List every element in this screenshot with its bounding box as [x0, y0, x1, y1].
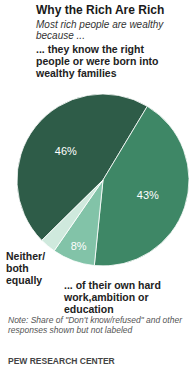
title: Why the Rich Are Rich: [36, 3, 164, 17]
data-label: 43%: [137, 189, 159, 201]
category-label: Neither/ both equally: [6, 250, 66, 286]
category-label: ... of their own hard work,ambition or e…: [64, 279, 176, 315]
pie: [17, 94, 189, 266]
data-label: 46%: [55, 145, 77, 157]
data-label: 8%: [71, 240, 87, 252]
note: Note: Share of "Don't know/refused" and …: [8, 315, 190, 335]
subtitle: Most rich people are wealthy because ...: [36, 19, 186, 41]
pie-slice: [94, 106, 189, 266]
category-label: ... they know the right people or were b…: [36, 43, 166, 79]
source: PEW RESEARCH CENTER: [8, 356, 115, 366]
